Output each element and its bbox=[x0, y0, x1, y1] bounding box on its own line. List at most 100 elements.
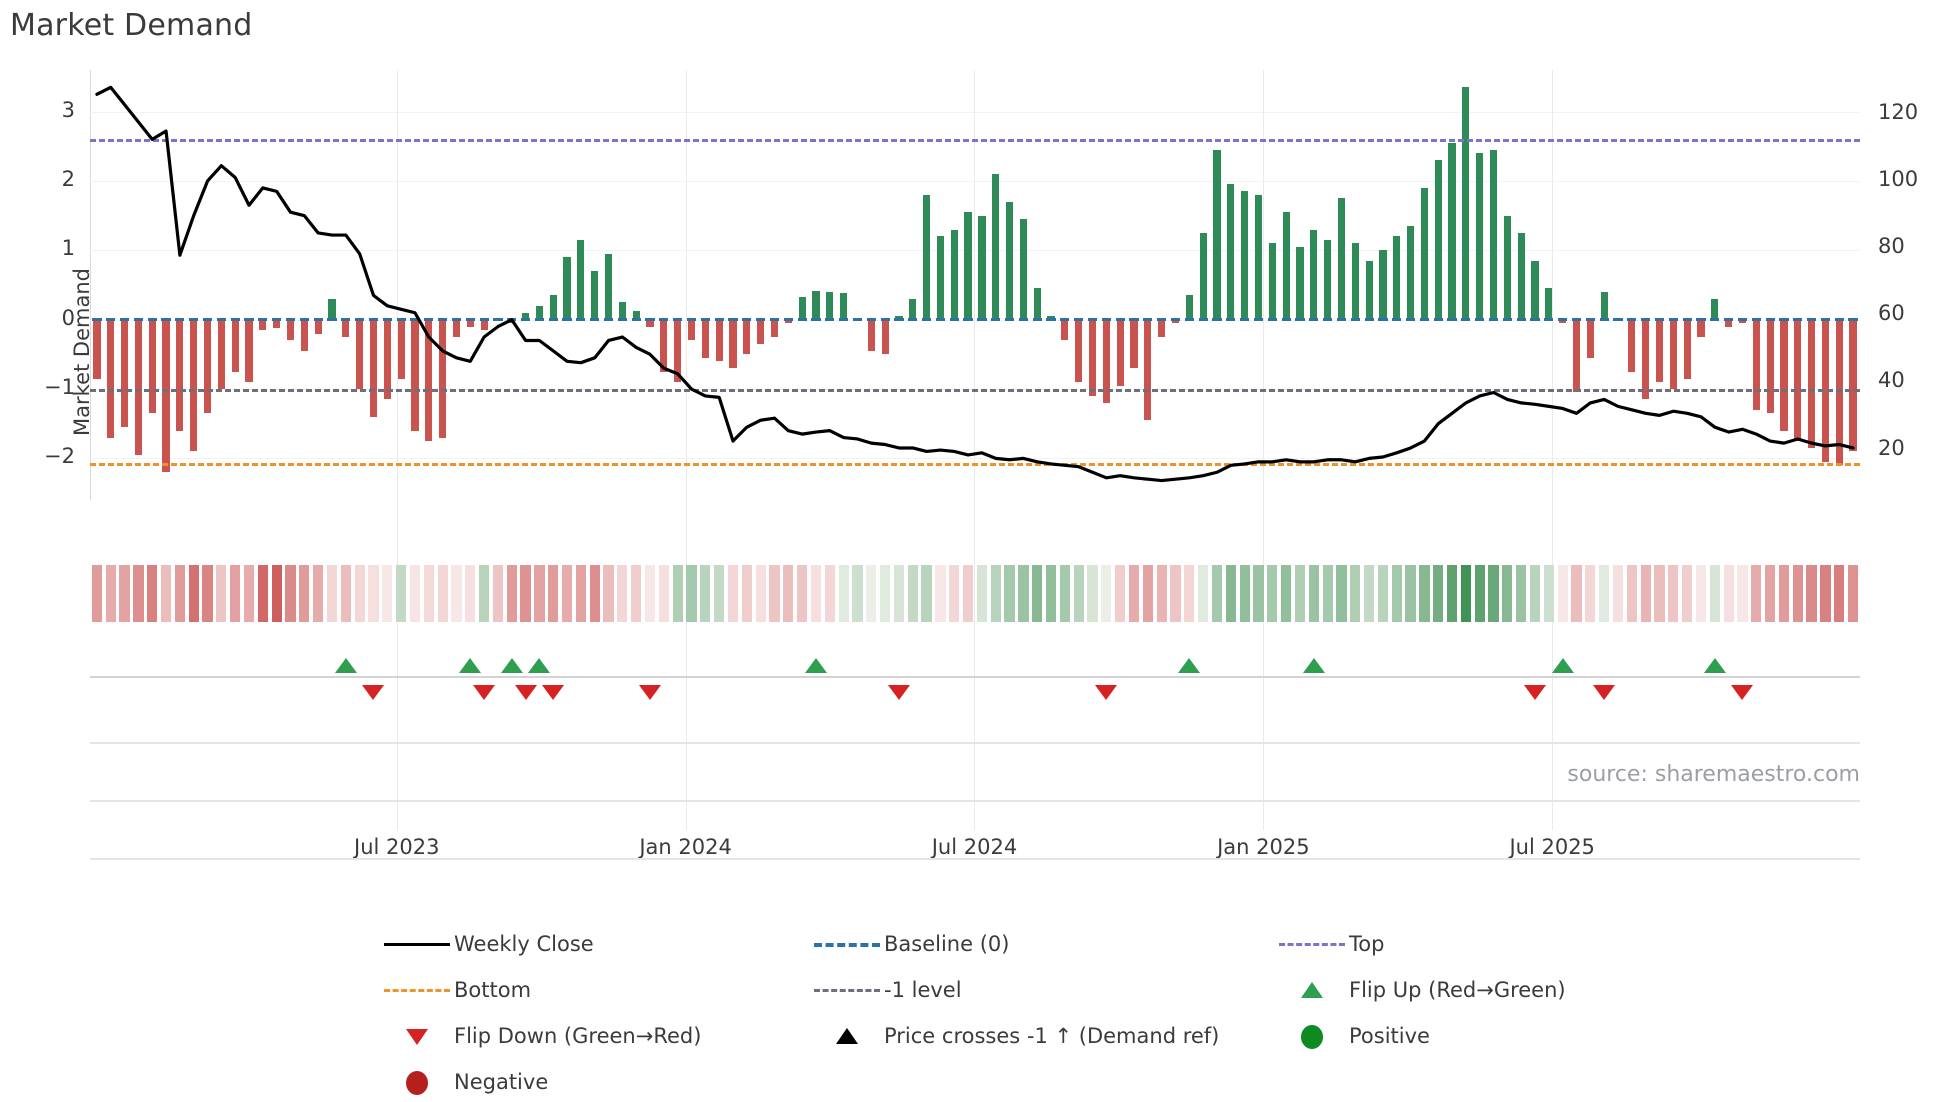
demand-bar bbox=[1669, 319, 1677, 390]
heatmap-cell bbox=[534, 565, 545, 622]
baseline-cap bbox=[769, 317, 780, 321]
heatmap-cell bbox=[797, 565, 808, 622]
baseline-cap bbox=[1641, 317, 1651, 321]
heatmap-cell bbox=[1253, 565, 1264, 622]
legend-item[interactable]: Bottom bbox=[380, 971, 810, 1009]
demand-bar bbox=[1227, 184, 1235, 320]
x-tick: Jul 2023 bbox=[354, 835, 440, 859]
baseline-cap bbox=[922, 317, 932, 321]
baseline-cap bbox=[1710, 317, 1720, 321]
baseline-cap bbox=[1323, 317, 1333, 321]
legend-item[interactable]: Flip Up (Red→Green) bbox=[1275, 971, 1705, 1009]
heatmap-cell bbox=[437, 565, 448, 622]
baseline-cap bbox=[327, 317, 337, 321]
heatmap-cell bbox=[1571, 565, 1582, 622]
heatmap-cell bbox=[838, 565, 849, 622]
demand-bar bbox=[591, 271, 599, 320]
demand-bar bbox=[1489, 149, 1498, 320]
baseline-cap bbox=[1654, 317, 1665, 321]
legend-dashed-blue-icon bbox=[814, 943, 880, 947]
heatmap-cell bbox=[1806, 565, 1817, 622]
heatmap-cell bbox=[133, 565, 144, 622]
y-tick-left: −2 bbox=[44, 444, 75, 469]
baseline-cap bbox=[631, 317, 641, 321]
heatmap-cell bbox=[492, 565, 504, 622]
legend-item[interactable]: Top bbox=[1275, 925, 1705, 963]
heatmap-cell bbox=[1087, 565, 1098, 622]
heatmap-cell bbox=[575, 565, 586, 622]
baseline-cap bbox=[1336, 317, 1347, 321]
baseline-cap bbox=[1668, 317, 1678, 321]
baseline-cap bbox=[659, 317, 669, 321]
legend-dotted-orange-icon bbox=[384, 989, 450, 992]
demand-bar bbox=[687, 319, 696, 341]
baseline-cap bbox=[479, 317, 489, 321]
legend-item[interactable]: Weekly Close bbox=[380, 925, 810, 963]
legend-symbol bbox=[380, 1063, 454, 1101]
y-tick-left: 3 bbox=[61, 97, 75, 122]
baseline-cap bbox=[714, 317, 724, 321]
baseline-cap bbox=[1364, 317, 1374, 321]
heatmap-cell bbox=[1516, 565, 1527, 622]
demand-bar bbox=[1586, 319, 1594, 358]
baseline-cap bbox=[189, 317, 199, 321]
circle-green-icon bbox=[1301, 1025, 1323, 1049]
legend-item[interactable]: Flip Down (Green→Red) bbox=[380, 1017, 810, 1055]
legend-item[interactable]: Price crosses -1 ↑ (Demand ref) bbox=[810, 1017, 1275, 1055]
legend-symbol bbox=[810, 1017, 884, 1055]
heatmap-cell bbox=[368, 565, 379, 622]
demand-bar bbox=[134, 319, 142, 455]
baseline-cap bbox=[908, 317, 918, 321]
demand-bar bbox=[300, 319, 308, 351]
demand-bar bbox=[1282, 212, 1290, 320]
legend-item[interactable]: Negative bbox=[380, 1063, 810, 1101]
baseline-cap bbox=[1571, 317, 1582, 321]
baseline-cap bbox=[424, 317, 434, 321]
y-tick-left: 1 bbox=[61, 236, 75, 261]
flip-down-marker bbox=[1731, 685, 1754, 700]
demand-bar bbox=[1075, 319, 1083, 383]
demand-bar bbox=[1033, 288, 1041, 320]
baseline-cap bbox=[1087, 317, 1098, 321]
demand-bar bbox=[1517, 232, 1525, 320]
demand-bar bbox=[1462, 87, 1470, 320]
legend-item[interactable]: -1 level bbox=[810, 971, 1275, 1009]
heatmap-cell bbox=[188, 565, 199, 622]
heatmap-cell bbox=[299, 565, 310, 622]
heatmap-cell bbox=[1336, 565, 1347, 622]
baseline-cap bbox=[686, 317, 697, 321]
heatmap-cell bbox=[1847, 565, 1859, 622]
baseline-cap bbox=[603, 317, 614, 321]
legend-item[interactable]: Positive bbox=[1275, 1017, 1705, 1055]
baseline-cap bbox=[341, 317, 351, 321]
demand-bar bbox=[701, 319, 709, 358]
demand-bar bbox=[120, 319, 129, 428]
heatmap-cell bbox=[921, 565, 932, 622]
lower-gridline-2 bbox=[90, 800, 1860, 802]
flip-up-marker bbox=[1302, 658, 1325, 673]
demand-bar bbox=[1600, 291, 1608, 320]
heatmap-cell bbox=[1433, 565, 1444, 622]
demand-bar bbox=[1393, 236, 1401, 320]
demand-bar bbox=[1406, 226, 1415, 320]
heatmap-cell bbox=[1654, 565, 1665, 622]
vertical-gridline bbox=[1552, 70, 1554, 830]
heatmap-cell bbox=[1723, 565, 1734, 622]
legend-symbol bbox=[380, 925, 454, 963]
legend-label: Top bbox=[1349, 932, 1385, 956]
legend-item[interactable]: Baseline (0) bbox=[810, 925, 1275, 963]
demand-bar bbox=[245, 319, 253, 383]
demand-bar bbox=[1171, 319, 1180, 324]
heatmap-cell bbox=[866, 565, 877, 622]
baseline-cap bbox=[880, 317, 890, 321]
baseline-cap bbox=[1018, 317, 1028, 321]
heatmap-cell bbox=[1612, 565, 1624, 622]
heatmap-cell bbox=[1363, 565, 1375, 622]
demand-bar bbox=[1655, 319, 1664, 383]
heatmap-cell bbox=[465, 565, 476, 622]
demand-bar bbox=[217, 319, 225, 390]
heatmap-cell bbox=[686, 565, 697, 622]
demand-bar bbox=[1794, 319, 1802, 442]
demand-bar bbox=[383, 319, 391, 400]
demand-bar bbox=[356, 319, 364, 390]
